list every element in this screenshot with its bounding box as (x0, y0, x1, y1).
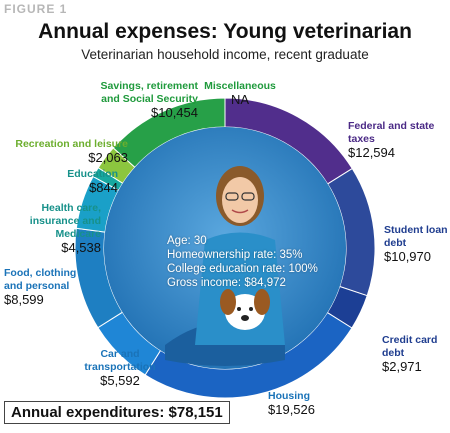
label-student-loan: Student loan debt $10,970 (384, 224, 448, 264)
stat-college: College education rate: 100% (167, 263, 318, 275)
vet-face-shape (222, 177, 258, 223)
center-stats: Age: 30 Homeownership rate: 35% College … (167, 234, 318, 290)
dog-ear-right (254, 289, 270, 315)
dog-ear-left (220, 289, 236, 315)
dog-nose (241, 315, 249, 321)
label-savings: Savings, retirement and Social Security … (100, 80, 198, 120)
label-education: Education $844 (67, 168, 118, 195)
dog-eye-right (249, 307, 253, 311)
chart-title: Annual expenses: Young veterinarian (38, 20, 412, 43)
label-recreation: Recreation and leisure $2,063 (15, 138, 128, 165)
dog-eye-left (237, 307, 241, 311)
stat-age: Age: 30 (167, 235, 207, 247)
label-car: Car and transportation $5,592 (84, 348, 156, 388)
glasses-right (241, 192, 255, 201)
total-expenditures: Annual expenditures: $78,151 (4, 401, 230, 424)
figure-label: FIGURE 1 (4, 2, 68, 16)
stat-homeownership: Homeownership rate: 35% (167, 249, 303, 261)
label-food: Food, clothing and personal $8,599 (4, 267, 77, 307)
label-credit-card: Credit card debt $2,971 (382, 334, 438, 374)
label-housing: Housing $19,526 (268, 390, 315, 417)
glasses-left (225, 192, 239, 201)
donut-slices (74, 97, 376, 399)
center-illustration (104, 127, 346, 369)
label-miscellaneous: Miscellaneous NA (204, 80, 276, 107)
chart-subtitle: Veterinarian household income, recent gr… (81, 47, 369, 62)
stat-gross-income: Gross income: $84,972 (167, 277, 286, 289)
label-taxes: Federal and state taxes $12,594 (348, 120, 435, 160)
vet-smile (231, 209, 249, 214)
label-health: Health care, insurance and Medicare $4,5… (29, 202, 101, 255)
